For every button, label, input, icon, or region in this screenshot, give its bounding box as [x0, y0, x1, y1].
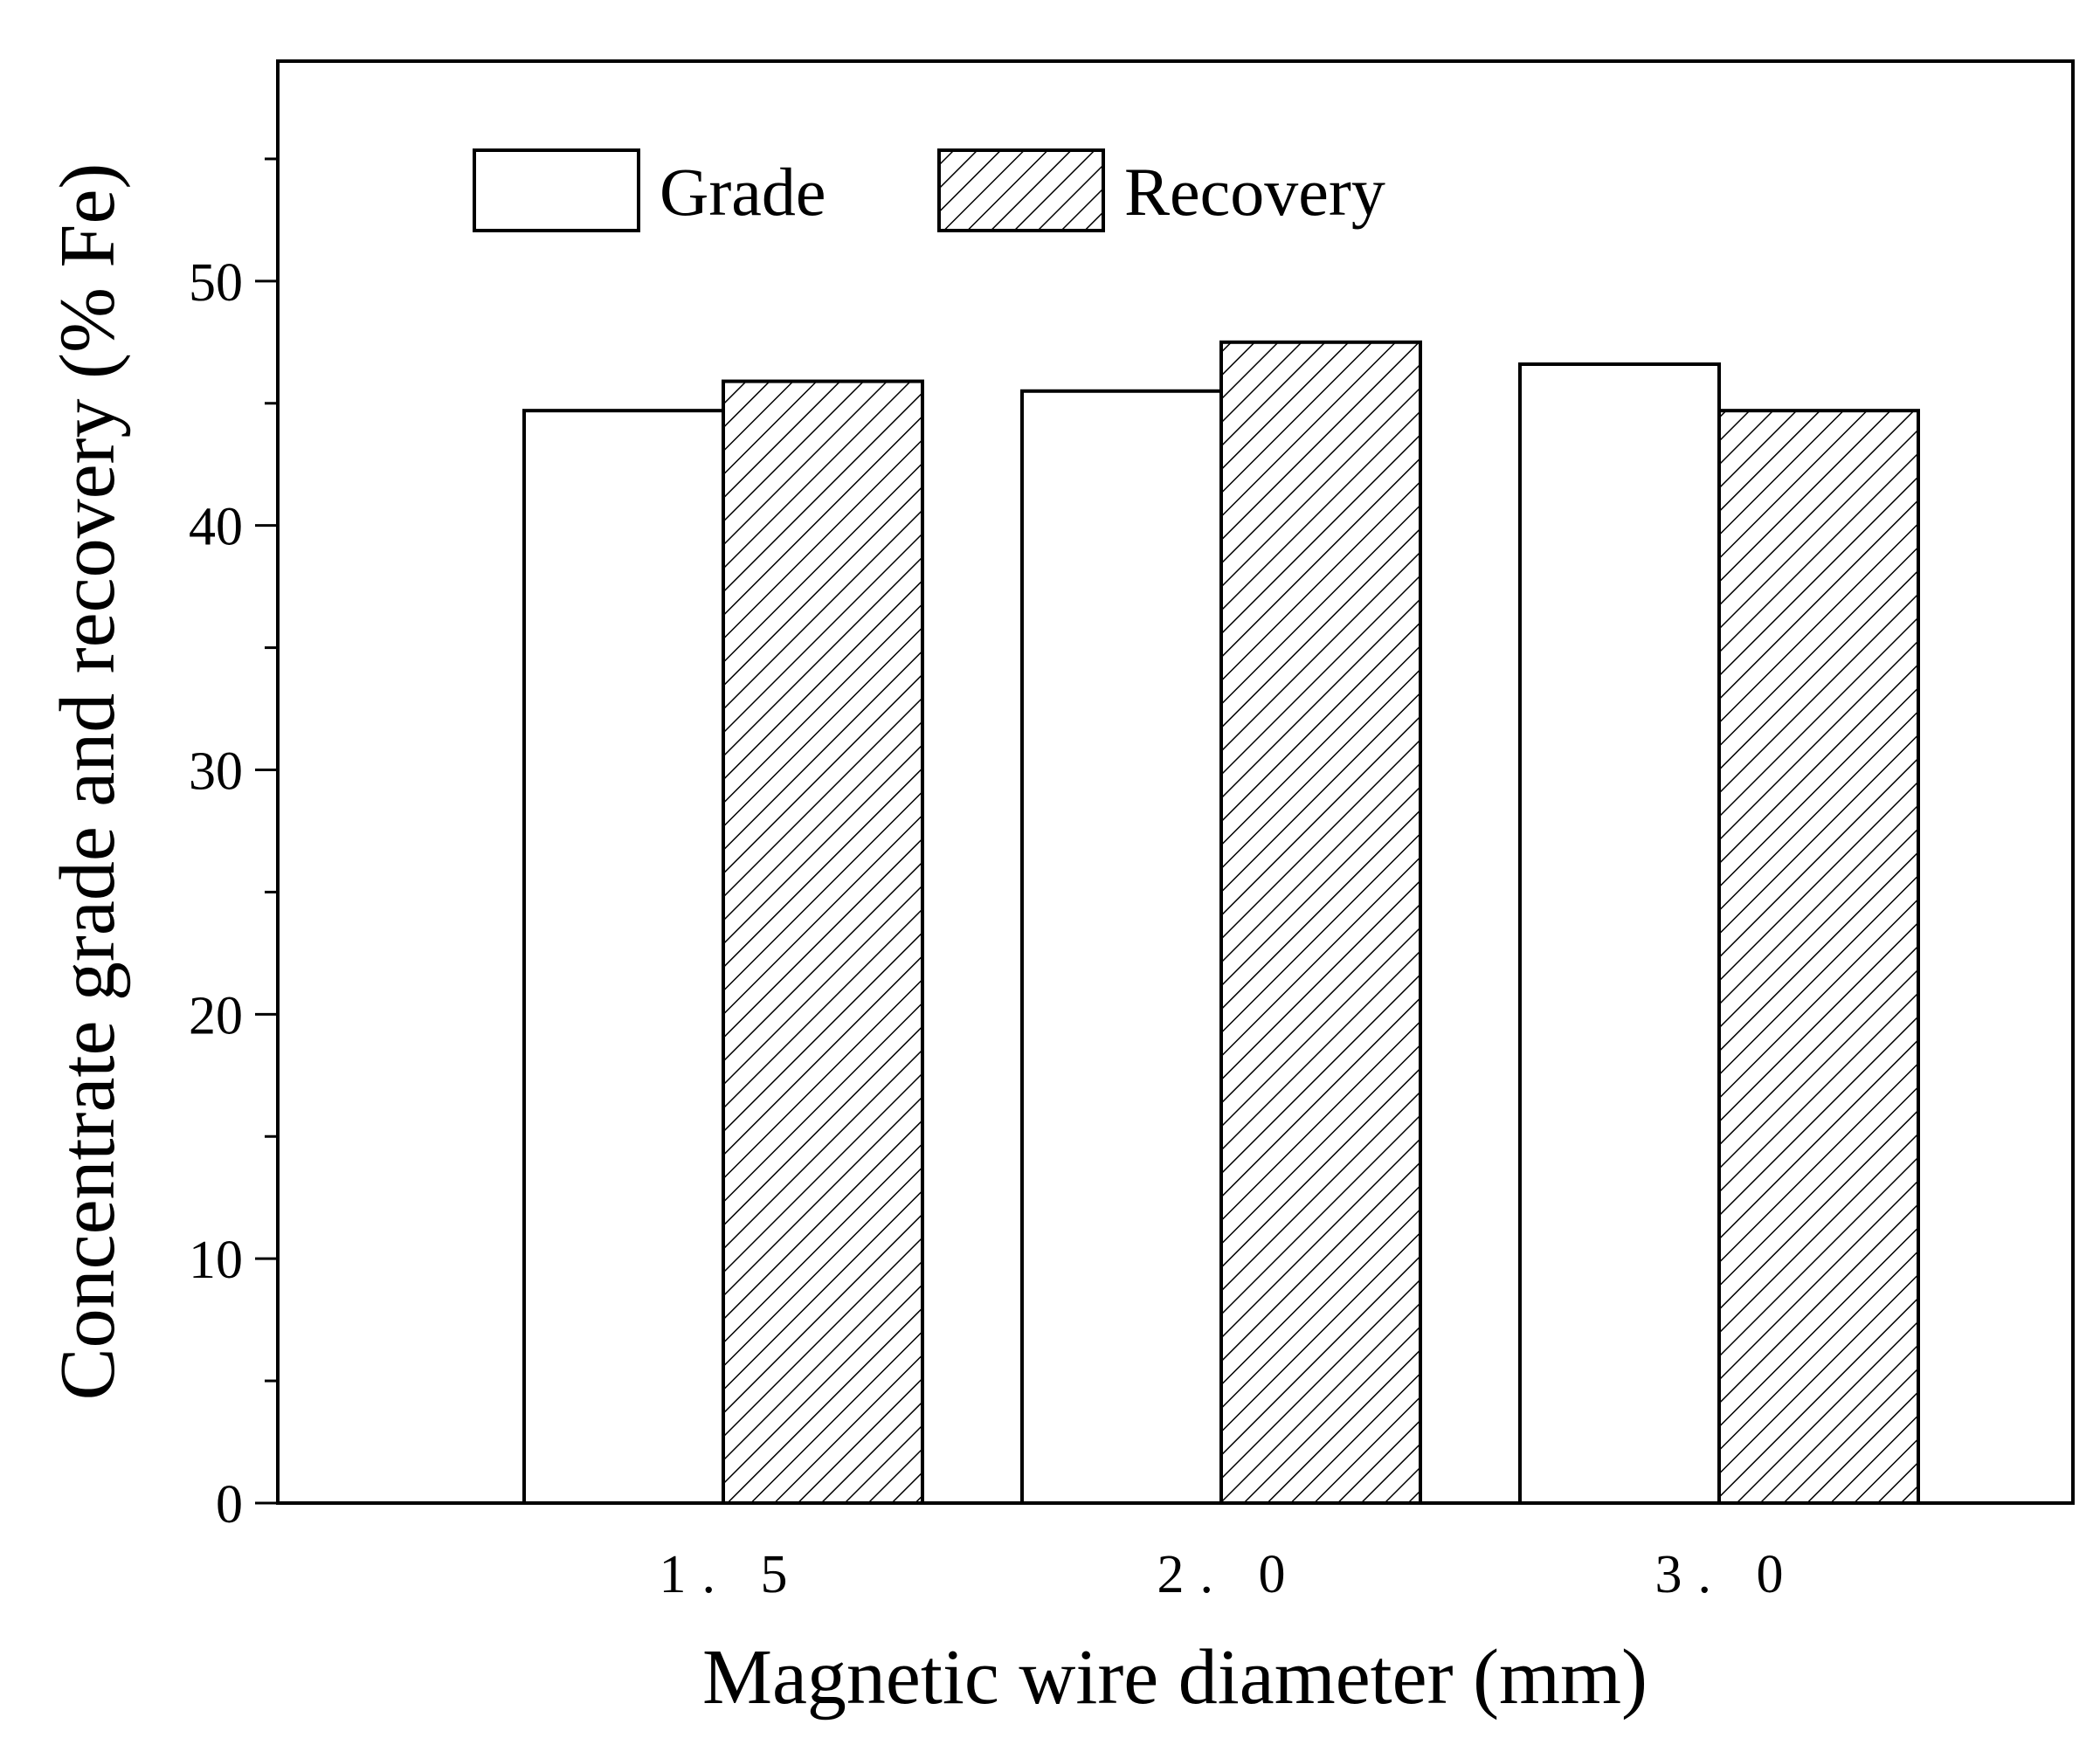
x-tick-label-1.5: 1. 5	[660, 1545, 804, 1604]
x-axis-title: Magnetic wire diameter (mm)	[702, 1634, 1648, 1721]
bar-recovery-3.0	[1717, 409, 1920, 1506]
x-axis: 1. 5 2. 0 3. 0	[660, 1545, 1800, 1604]
legend-swatch-grade	[473, 148, 640, 232]
bar-grade-2.0	[1020, 389, 1223, 1505]
legend: Grade Recovery	[473, 148, 1385, 232]
x-tick-label-3.0: 3. 0	[1655, 1545, 1800, 1604]
bar-grade-3.0	[1518, 362, 1721, 1505]
y-tick-label-10: 10	[189, 1231, 243, 1290]
y-axis-title: Concentrate grade and recovery (% Fe)	[45, 163, 131, 1401]
y-tick-label-40: 40	[189, 498, 243, 557]
legend-label-grade: Grade	[660, 154, 826, 230]
bars-group	[522, 340, 1920, 1506]
y-axis: 0 10 20 30 40 50	[189, 157, 278, 1535]
y-tick-label-0: 0	[216, 1475, 243, 1535]
x-tick-label-2.0: 2. 0	[1157, 1545, 1302, 1604]
y-tick-label-30: 30	[189, 742, 243, 802]
bar-recovery-2.0	[1219, 340, 1422, 1506]
legend-label-recovery: Recovery	[1124, 154, 1385, 230]
y-tick-label-20: 20	[189, 986, 243, 1045]
bar-grade-1.5	[522, 409, 725, 1506]
bar-recovery-1.5	[722, 379, 924, 1505]
legend-swatch-recovery	[937, 148, 1105, 232]
y-tick-label-50: 50	[189, 253, 243, 313]
plot-frame	[276, 59, 2075, 1505]
